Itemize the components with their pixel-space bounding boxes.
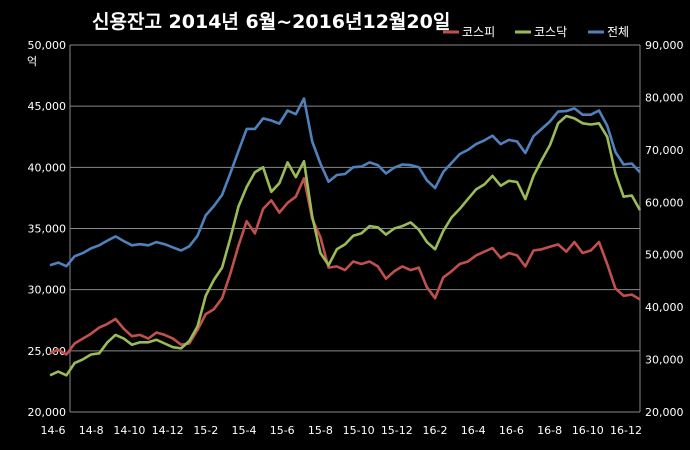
series-line-전체 — [49, 97, 641, 268]
chart-title: 신용잔고 2014년 6월~2016년12월20일 — [92, 11, 450, 33]
x-axis-tick-label: 15-6 — [270, 424, 295, 437]
x-axis-tick-label: 15-10 — [343, 424, 375, 437]
left-axis-ticks: 20,000 25,000 30,000 35,000 40,000 45,000 50,0… — [28, 39, 67, 419]
right-axis-ticks: 20,000 30,000 40,000 50,000 60,000 70,000 80,0… — [645, 39, 684, 419]
legend: 코스피 코스닥 전체 — [443, 25, 629, 39]
x-axis-tick-label: 16-4 — [461, 424, 486, 437]
left-axis-tick-label: 35,000 — [28, 223, 67, 236]
x-axis-tick-label: 16-8 — [537, 424, 562, 437]
left-axis-unit-label: 억 — [27, 55, 37, 68]
x-axis-tick-label: 15-8 — [308, 424, 333, 437]
left-axis-tick-label: 45,000 — [28, 100, 67, 113]
left-axis-tick-label: 40,000 — [28, 161, 67, 174]
x-axis-tick-label: 14-10 — [113, 424, 145, 437]
left-axis-tick-label: 30,000 — [28, 284, 67, 297]
left-axis-tick-label: 25,000 — [28, 345, 67, 358]
left-axis-tick-label: 50,000 — [28, 39, 67, 52]
right-axis-tick-label: 60,000 — [645, 196, 684, 209]
x-axis-tick-label: 15-12 — [381, 424, 413, 437]
right-axis-tick-label: 20,000 — [645, 406, 684, 419]
right-axis-tick-label: 40,000 — [645, 301, 684, 314]
series-line-코스닥 — [49, 114, 642, 377]
legend-label: 코스닥 — [534, 25, 567, 39]
right-axis-tick-label: 80,000 — [645, 91, 684, 104]
x-axis-tick-label: 15-4 — [232, 424, 257, 437]
x-axis-ticks: 14-6 14-8 14-10 14-12 15-2 15-4 15-6 15-8 15-10 1… — [41, 424, 642, 437]
x-axis-tick-label: 16-10 — [572, 424, 604, 437]
x-axis-tick-label: 14-6 — [41, 424, 66, 437]
x-axis-tick-label: 15-2 — [193, 424, 218, 437]
x-axis-tick-label: 16-2 — [423, 424, 448, 437]
legend-label: 전체 — [607, 25, 629, 39]
right-axis-tick-label: 90,000 — [645, 39, 684, 52]
series-line-코스피 — [49, 177, 641, 356]
series-lines — [49, 97, 642, 377]
x-axis-tick-label: 14-12 — [152, 424, 184, 437]
left-axis-tick-label: 20,000 — [28, 406, 67, 419]
x-axis-tick-label: 16-12 — [610, 424, 642, 437]
right-axis-tick-label: 50,000 — [645, 249, 684, 262]
right-axis-tick-label: 30,000 — [645, 354, 684, 367]
x-axis-tick-label: 14-8 — [79, 424, 104, 437]
legend-label: 코스피 — [462, 25, 495, 39]
x-axis-tick-label: 16-6 — [499, 424, 524, 437]
right-axis-tick-label: 70,000 — [645, 144, 684, 157]
